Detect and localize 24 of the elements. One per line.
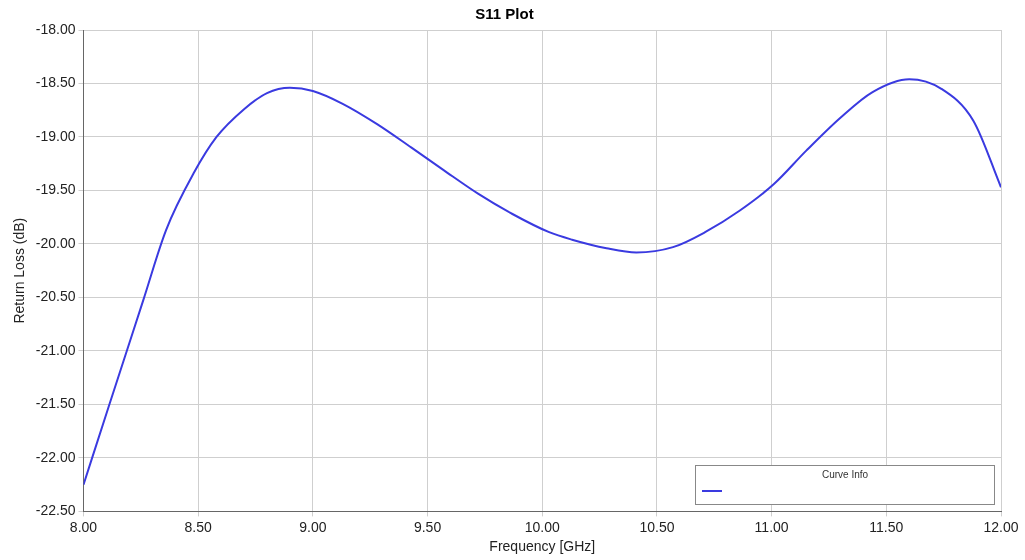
x-tick-label: 8.50 [184,518,213,535]
x-tick-label: 9.50 [413,518,442,535]
x-tick-label: 11.00 [754,518,789,535]
y-tick-label: -20.50 [35,288,76,305]
info-box: Curve Info [695,465,995,506]
x-tick-label: 11.50 [869,518,904,535]
y-tick-label: -20.00 [35,234,76,251]
x-tick-label: 8.00 [69,518,98,535]
y-tick-label: -18.50 [35,74,76,91]
y-tick-label: -19.50 [35,181,76,198]
chart-title: S11 Plot [475,5,534,23]
legend-title: Curve Info [821,469,869,481]
y-axis-title: Return Loss (dB) [11,217,28,324]
y-tick-label: -19.00 [35,127,76,144]
x-tick-label: 9.00 [299,518,327,535]
y-tick-label: -18.00 [35,20,76,37]
x-tick-label: 12.00 [983,518,1019,535]
y-tick-label: -21.50 [35,395,76,412]
x-axis-title: Frequency [GHz] [489,538,596,555]
y-tick-label: -22.50 [35,502,76,519]
x-tick-label: 10.00 [524,518,560,535]
y-tick-label: -22.00 [35,448,76,465]
x-tick-label: 10.50 [639,518,675,535]
y-tick-label: -21.00 [35,341,76,358]
